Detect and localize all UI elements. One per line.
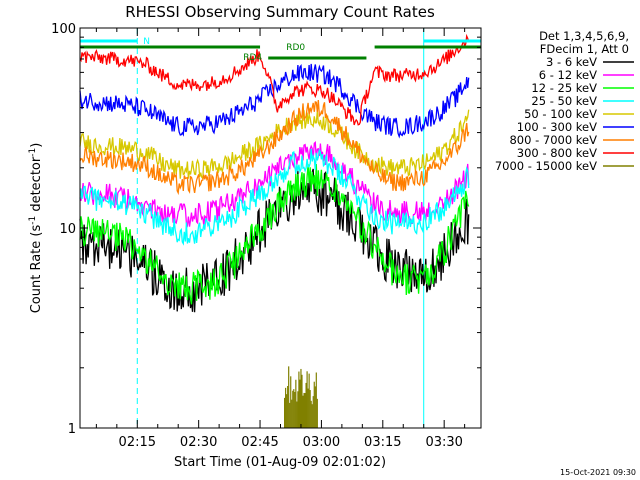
- legend-header: FDecim 1, Att 0: [540, 42, 629, 56]
- attenuator-label: RD0: [286, 43, 305, 53]
- legend-entry-label: 800 - 7000 keV: [509, 133, 597, 147]
- night-label: N: [143, 37, 150, 47]
- series-100-300-kev: [79, 63, 470, 139]
- y-tick-label: 100: [51, 22, 76, 37]
- legend-entry-label: 7000 - 15000 keV: [495, 159, 597, 173]
- y-axis-label: Count Rate (s-1 detector-1): [28, 143, 44, 314]
- x-tick-label: 02:30: [180, 435, 217, 450]
- series-800-7000-kev: [79, 100, 470, 196]
- series-7000-15000-kev-burst: [283, 366, 318, 428]
- series-12-25-kev: [79, 163, 470, 305]
- series-25-50-kev: [79, 148, 470, 246]
- series-6-12-kev: [79, 141, 470, 228]
- legend-entry-label: 300 - 800 keV: [517, 146, 597, 160]
- legend-entry-label: 100 - 300 keV: [517, 120, 597, 134]
- x-tick-label: 03:00: [303, 435, 340, 450]
- x-tick-label: 02:15: [119, 435, 156, 450]
- legend-entry-label: 50 - 100 keV: [524, 107, 597, 121]
- x-tick-label: 02:45: [241, 435, 278, 450]
- y-tick-label: 1: [68, 422, 76, 437]
- generation-timestamp: 15-Oct-2021 09:30: [560, 468, 636, 477]
- legend-entry-label: 3 - 6 keV: [546, 55, 597, 69]
- legend-entry-label: 6 - 12 keV: [539, 68, 597, 82]
- series-300-800-kev: [79, 33, 470, 126]
- x-tick-label: 03:30: [425, 435, 462, 450]
- x-tick-label: 03:15: [364, 435, 401, 450]
- legend: Det 1,3,4,5,6,9,FDecim 1, Att 03 - 6 keV…: [495, 29, 634, 173]
- legend-entry-label: 25 - 50 keV: [531, 94, 597, 108]
- legend-entry-label: 12 - 25 keV: [531, 81, 597, 95]
- rd4-label: RD4: [243, 53, 262, 63]
- x-axis-label: Start Time (01-Aug-09 02:01:02): [174, 455, 386, 470]
- y-tick-label: 10: [59, 222, 76, 237]
- chart-title: RHESSI Observing Summary Count Rates: [125, 3, 435, 21]
- legend-header: Det 1,3,4,5,6,9,: [539, 29, 629, 43]
